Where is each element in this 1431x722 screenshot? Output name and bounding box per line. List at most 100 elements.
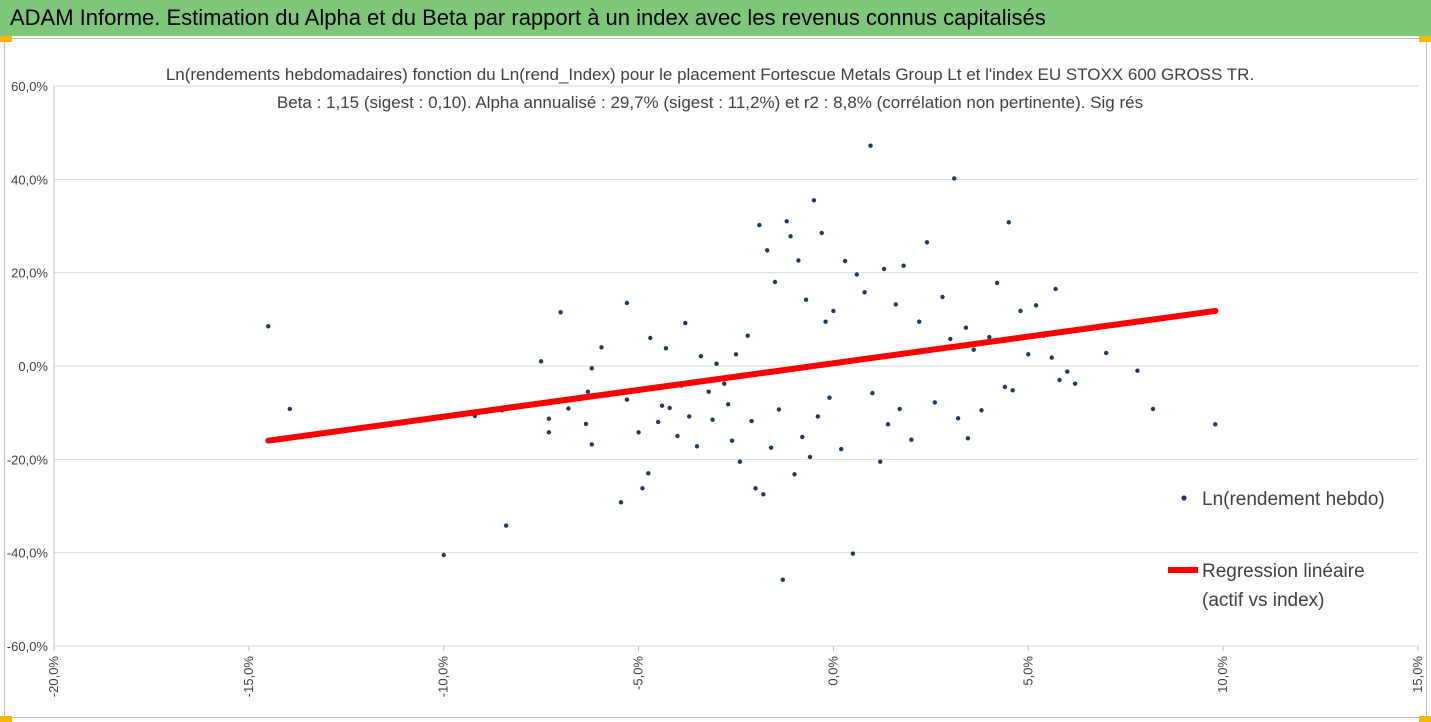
data-point (636, 430, 641, 435)
data-point (963, 325, 969, 330)
data-point (917, 319, 922, 324)
data-point (768, 445, 774, 450)
data-point (1057, 377, 1062, 383)
data-point (776, 407, 782, 412)
data-point (503, 523, 509, 528)
data-point (722, 381, 727, 386)
x-tick-label: -5,0% (631, 656, 646, 690)
y-tick-label: -40,0% (7, 546, 49, 561)
data-point (737, 459, 743, 464)
data-point (753, 486, 758, 491)
data-point (1104, 350, 1109, 356)
data-point (648, 335, 653, 341)
data-point (815, 414, 820, 419)
data-point (1018, 308, 1023, 314)
data-point (994, 280, 1000, 286)
corner-mark (0, 36, 12, 42)
corner-mark (0, 716, 12, 722)
data-point (881, 266, 887, 272)
data-point (589, 366, 594, 371)
data-point (1065, 369, 1070, 374)
data-point (538, 359, 544, 364)
y-tick-label: 20,0% (11, 266, 48, 281)
y-tick-label: 40,0% (11, 172, 48, 187)
corner-mark (1419, 36, 1431, 42)
data-point (948, 336, 953, 342)
data-point (655, 419, 661, 425)
legend-label-points: Ln(rendement hebdo) (1202, 489, 1385, 510)
data-point (1072, 381, 1078, 386)
regression-line (265, 307, 1219, 444)
data-point (796, 258, 801, 263)
data-point (1006, 220, 1011, 225)
data-point (675, 433, 680, 439)
data-point (1002, 384, 1008, 390)
data-point (819, 230, 824, 236)
data-point (558, 310, 563, 315)
data-point (979, 408, 984, 413)
data-point (618, 500, 624, 505)
data-point (885, 422, 891, 427)
data-point (842, 258, 848, 264)
data-point (924, 240, 930, 245)
data-point (932, 400, 937, 405)
data-point (694, 444, 700, 449)
x-tick-label: -10,0% (436, 656, 451, 698)
data-point (546, 416, 552, 421)
data-point (729, 438, 735, 443)
data-point (667, 405, 672, 411)
data-point (566, 406, 571, 411)
data-point (546, 430, 552, 435)
data-point (909, 437, 914, 442)
data-point (800, 434, 805, 440)
y-tick-label: -20,0% (7, 452, 49, 467)
data-point (955, 416, 961, 421)
data-point (788, 234, 793, 239)
data-point (1049, 355, 1054, 360)
data-point (971, 347, 976, 352)
x-tick-label: 15,0% (1410, 656, 1425, 693)
data-point (646, 471, 651, 476)
data-point (839, 446, 844, 452)
data-point (878, 459, 883, 464)
data-point (714, 361, 719, 366)
data-point (850, 551, 856, 556)
chart-subtitle: Beta : 1,15 (sigest : 0,10). Alpha annua… (277, 93, 1143, 112)
data-point (780, 577, 785, 582)
data-point (1033, 303, 1039, 308)
data-point (663, 346, 669, 351)
data-point (589, 442, 594, 447)
x-tick-label: -20,0% (46, 656, 61, 698)
data-point (745, 333, 750, 338)
data-point (287, 406, 292, 412)
y-tick-label: 0,0% (18, 359, 48, 374)
data-point (749, 418, 754, 424)
data-point (659, 403, 665, 408)
data-point (827, 395, 832, 400)
data-point (683, 320, 688, 326)
data-point (1135, 368, 1140, 373)
data-point (831, 308, 836, 314)
data-point (952, 176, 957, 181)
data-point (726, 402, 731, 407)
data-point (710, 417, 715, 422)
data-point (765, 248, 770, 253)
data-point (640, 486, 645, 491)
data-point (870, 390, 875, 396)
data-point (772, 279, 778, 285)
data-point (266, 324, 271, 329)
corner-mark (1419, 716, 1431, 722)
data-point (624, 397, 630, 402)
data-point (784, 219, 789, 224)
legend-point-swatch (1181, 495, 1187, 501)
data-point (868, 143, 873, 148)
y-tick-label: -60,0% (7, 639, 49, 654)
data-point (624, 300, 630, 306)
data-point (599, 345, 604, 350)
data-point (757, 222, 762, 228)
data-point (862, 290, 867, 295)
data-point (854, 272, 859, 277)
chart-title: Ln(rendements hebdomadaires) fonction du… (166, 65, 1254, 84)
data-point (811, 198, 817, 203)
